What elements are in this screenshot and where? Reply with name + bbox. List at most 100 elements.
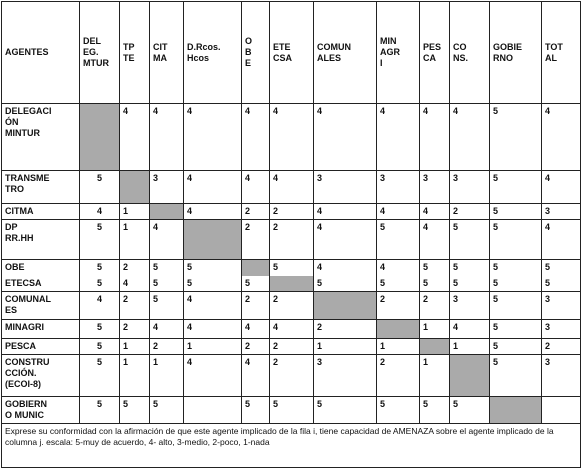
cell: 5 xyxy=(183,259,242,276)
column-header: D.Rcos. Hcos xyxy=(183,1,242,104)
row: PESCA 5 1 2 1 2 2 1 1 1 5 2 xyxy=(1,338,581,355)
cell: 4 xyxy=(183,103,242,171)
column-header: CIT MA xyxy=(149,1,184,104)
cell: 5 xyxy=(419,275,450,292)
cell: 2 xyxy=(241,338,270,355)
cell: 5 xyxy=(541,259,581,276)
row: DP RR.HH 5 1 4 2 2 4 5 4 5 5 4 xyxy=(1,219,581,260)
cell: 3 xyxy=(541,291,581,320)
cell: 1 xyxy=(419,319,450,339)
row: OBE 5 2 5 5 5 4 4 5 5 5 5 xyxy=(1,259,581,276)
cell: 5 xyxy=(313,275,377,292)
row-label: COMUNAL ES xyxy=(1,291,80,320)
cell: 3 xyxy=(541,319,581,339)
cell: 2 xyxy=(241,291,270,320)
header-row: AGENTES DEL EG. MTUR TP TE CIT MA D.Rcos. Hc… xyxy=(1,1,581,104)
cell: 4 xyxy=(376,259,420,276)
cell: 3 xyxy=(541,203,581,220)
cell xyxy=(119,170,150,204)
column-header: CO NS. xyxy=(449,1,490,104)
row: CITMA 4 1 4 2 2 4 4 4 2 5 3 xyxy=(1,203,581,220)
footnote: Exprese su conformidad con la afirmación… xyxy=(1,423,581,468)
cell: 1 xyxy=(183,338,242,355)
row-label: GOBIERN O MUNIC xyxy=(1,396,80,424)
cell: 1 xyxy=(376,338,420,355)
cell: 5 xyxy=(419,396,450,424)
cell: 5 xyxy=(489,259,542,276)
cell: 4 xyxy=(241,103,270,171)
cell: 2 xyxy=(241,203,270,220)
cell: 4 xyxy=(183,291,242,320)
cell: 4 xyxy=(313,103,377,171)
cell: 4 xyxy=(119,275,150,292)
row: DELEGACI ÓN MINTUR 4 4 4 4 4 4 4 4 4 5 4 xyxy=(1,103,581,171)
cell: 5 xyxy=(376,275,420,292)
cell: 5 xyxy=(449,275,490,292)
cell: 2 xyxy=(419,291,450,320)
column-header: DEL EG. MTUR xyxy=(79,1,120,104)
cell: 5 xyxy=(79,319,120,339)
cell: 5 xyxy=(489,291,542,320)
cell: 5 xyxy=(489,319,542,339)
cell: 5 xyxy=(449,259,490,276)
cell: 5 xyxy=(79,354,120,397)
cell: 4 xyxy=(149,319,184,339)
cell: 4 xyxy=(376,203,420,220)
cell: 4 xyxy=(313,259,377,276)
cell: 4 xyxy=(376,103,420,171)
column-header: TOT AL xyxy=(541,1,581,104)
cell: 2 xyxy=(313,319,377,339)
cell: 4 xyxy=(183,354,242,397)
cell: 5 xyxy=(149,275,184,292)
cell: 5 xyxy=(269,259,314,276)
cell xyxy=(419,338,450,355)
cell: 5 xyxy=(449,219,490,260)
cell: 5 xyxy=(269,396,314,424)
cell: 5 xyxy=(149,396,184,424)
cell: 4 xyxy=(241,170,270,204)
column-header: ETE CSA xyxy=(269,1,314,104)
cell xyxy=(241,259,270,276)
cell xyxy=(79,103,120,171)
cell: 1 xyxy=(149,354,184,397)
row-label: PESCA xyxy=(1,338,80,355)
row-label: DP RR.HH xyxy=(1,219,80,260)
row: CONSTRU CCIÓN. (ECOI-8) 5 1 1 4 4 2 3 2 1 5 3 xyxy=(1,354,581,397)
cell: 5 xyxy=(489,203,542,220)
cell: 4 xyxy=(419,219,450,260)
cell: 5 xyxy=(79,170,120,204)
cell: 3 xyxy=(449,291,490,320)
cell: 4 xyxy=(419,103,450,171)
cell: 5 xyxy=(149,291,184,320)
cell: 4 xyxy=(183,170,242,204)
column-header: MIN AGR I xyxy=(376,1,420,104)
cell: 5 xyxy=(241,396,270,424)
cell xyxy=(449,354,490,397)
cell: 3 xyxy=(149,170,184,204)
cell: 4 xyxy=(79,203,120,220)
cell: 4 xyxy=(541,103,581,171)
cell: 1 xyxy=(119,354,150,397)
cell: 3 xyxy=(313,170,377,204)
cell: 4 xyxy=(541,219,581,260)
cell: 4 xyxy=(449,103,490,171)
cell: 4 xyxy=(269,103,314,171)
row-label: TRANSME TRO xyxy=(1,170,80,204)
cell: 5 xyxy=(79,396,120,424)
row-label: ETECSA xyxy=(1,275,80,292)
cell: 4 xyxy=(419,203,450,220)
cell: 2 xyxy=(269,203,314,220)
cell: 2 xyxy=(119,291,150,320)
cell xyxy=(183,396,242,424)
cell: 5 xyxy=(449,396,490,424)
cell: 3 xyxy=(376,170,420,204)
cell: 3 xyxy=(449,170,490,204)
cell xyxy=(149,203,184,220)
cell: 1 xyxy=(119,203,150,220)
cell: 4 xyxy=(241,354,270,397)
cell: 5 xyxy=(376,396,420,424)
cell: 5 xyxy=(119,396,150,424)
cell xyxy=(541,396,581,424)
